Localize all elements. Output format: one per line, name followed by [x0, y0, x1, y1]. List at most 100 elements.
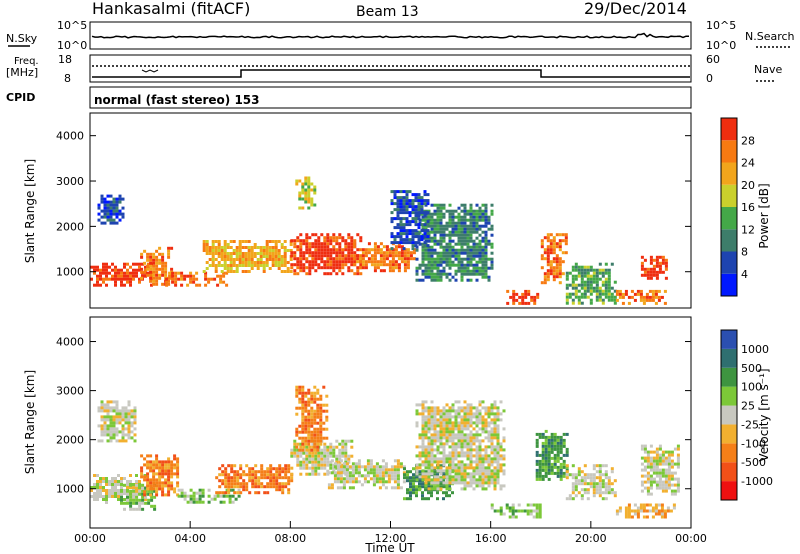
heatmap-cell — [402, 223, 406, 227]
heatmap-cell — [673, 489, 677, 493]
heatmap-cell — [574, 485, 578, 489]
heatmap-cell — [451, 409, 455, 413]
station-title: Hankasalmi (fitACF) — [92, 0, 250, 18]
heatmap-cell — [427, 236, 431, 240]
heatmap-cell — [651, 509, 655, 513]
heatmap-cell — [448, 248, 452, 252]
heatmap-cell — [649, 258, 653, 262]
heatmap-cell — [296, 448, 300, 452]
heatmap-cell — [636, 292, 640, 296]
heatmap-cell — [361, 254, 365, 258]
heatmap-cell — [316, 442, 320, 446]
heatmap-cell — [598, 277, 602, 281]
heatmap-cell — [478, 460, 482, 464]
heatmap-cell — [436, 445, 440, 449]
heatmap-cell — [394, 254, 398, 258]
heatmap-cell — [281, 467, 285, 471]
heatmap-cell — [335, 445, 339, 449]
heatmap-cell — [568, 497, 572, 501]
heatmap-cell — [436, 224, 440, 228]
heatmap-cell — [106, 209, 110, 213]
heatmap-cell — [640, 261, 644, 265]
heatmap-cell — [484, 421, 488, 425]
heatmap-cell — [170, 484, 174, 488]
heatmap-cell — [149, 258, 153, 262]
heatmap-cell — [399, 241, 403, 245]
heatmap-cell — [552, 269, 556, 273]
heatmap-cell — [342, 486, 346, 490]
heatmap-cell — [424, 460, 428, 464]
heatmap-cell — [330, 471, 334, 475]
heatmap-cell — [129, 507, 133, 511]
heatmap-cell — [654, 295, 658, 299]
heatmap-cell — [344, 445, 348, 449]
heatmap-cell — [655, 471, 659, 475]
heatmap-cell — [280, 261, 284, 264]
heatmap-cell — [379, 263, 383, 267]
heatmap-cell — [405, 190, 409, 194]
heatmap-cell — [373, 242, 377, 246]
heatmap-cell — [97, 409, 101, 413]
heatmap-cell — [568, 295, 572, 299]
heatmap-cell — [463, 463, 467, 467]
heatmap-cell — [502, 472, 506, 476]
heatmap-cell — [100, 200, 104, 204]
heatmap-cell — [601, 283, 605, 287]
heatmap-cell — [314, 451, 318, 455]
heatmap-cell — [238, 240, 242, 243]
heatmap-cell — [661, 255, 665, 259]
heatmap-cell — [496, 460, 500, 464]
heatmap-cell — [215, 476, 219, 480]
heatmap-cell — [430, 494, 433, 498]
heatmap-cell — [361, 257, 365, 261]
heatmap-cell — [317, 251, 321, 255]
heatmap-cell — [241, 264, 245, 267]
heatmap-cell — [454, 427, 458, 431]
heatmap-cell — [502, 457, 506, 461]
heatmap-cell — [664, 474, 668, 478]
heatmap-cell — [393, 465, 397, 469]
heatmap-cell — [348, 477, 352, 481]
heatmap-cell — [423, 193, 427, 197]
heatmap-cell — [293, 242, 297, 246]
heatmap-cell — [121, 433, 125, 437]
heatmap-cell — [475, 263, 479, 267]
heatmap-cell — [604, 289, 608, 293]
heatmap-cell — [274, 255, 278, 258]
heatmap-cell — [375, 480, 379, 484]
heatmap-cell — [144, 268, 147, 272]
heatmap-cell — [427, 439, 431, 443]
heatmap-cell — [402, 232, 406, 236]
colorbar-segment — [721, 330, 737, 349]
heatmap-cell — [140, 252, 144, 256]
heatmap-cell — [445, 430, 449, 434]
heatmap-cell — [517, 503, 521, 507]
heatmap-cell — [645, 292, 649, 296]
heatmap-cell — [421, 269, 425, 273]
heatmap-cell — [502, 512, 506, 516]
heatmap-cell — [663, 512, 667, 516]
heatmap-cell — [313, 430, 317, 434]
heatmap-cell — [102, 268, 105, 272]
colorbar-tick-label: 16 — [741, 201, 755, 214]
heatmap-cell — [265, 255, 269, 258]
heatmap-cell — [250, 246, 254, 249]
heatmap-cell — [577, 470, 581, 474]
heatmap-cell — [152, 258, 156, 262]
heatmap-cell — [586, 473, 590, 477]
heatmap-cell — [96, 283, 99, 287]
heatmap-cell — [481, 424, 485, 428]
heatmap-cell — [117, 483, 120, 486]
heatmap-cell — [186, 283, 190, 287]
heatmap-cell — [559, 468, 563, 472]
heatmap-cell — [304, 427, 308, 431]
heatmap-cell — [207, 500, 211, 504]
heatmap-cell — [490, 245, 494, 249]
heatmap-cell — [409, 254, 413, 258]
heatmap-cell — [115, 203, 119, 207]
heatmap-cell — [618, 295, 622, 299]
heatmap-cell — [642, 295, 646, 299]
heatmap-cell — [301, 394, 305, 398]
heatmap-cell — [155, 276, 159, 280]
heatmap-cell — [146, 466, 150, 470]
